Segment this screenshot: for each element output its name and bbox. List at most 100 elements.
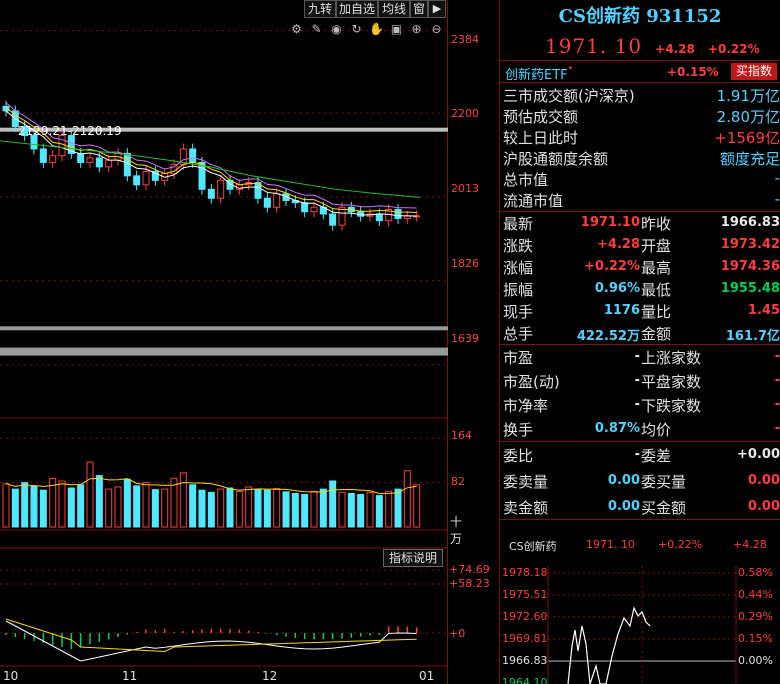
intraday-mini-chart[interactable] — [500, 556, 780, 684]
summary-row: 三市成交额(沪深京) 1.91万亿 — [503, 85, 780, 106]
quote-value: 422.52万 — [576, 329, 640, 344]
indicator-help-button[interactable]: 指标说明 — [383, 549, 443, 567]
quote-row: 涨幅 +0.22% 最高 1974.36 — [503, 257, 780, 279]
mini-left-tick: 1978.18 — [502, 566, 548, 579]
mini-right-tick: 0.44% — [738, 588, 773, 601]
candle-body — [310, 206, 318, 213]
divider — [500, 82, 780, 83]
ma60-line — [0, 140, 421, 198]
orders-label: 委卖量 — [503, 473, 549, 491]
candle-body — [217, 179, 225, 199]
etf-change: +0.15% — [667, 65, 719, 79]
gear-icon[interactable]: ⚙ — [291, 22, 302, 36]
etf-link[interactable]: 创新药ETF• — [505, 64, 573, 83]
hand-icon[interactable]: ✋ — [369, 22, 384, 36]
indicator-tick: +74.69 — [449, 563, 490, 576]
price-tick: 1826 — [451, 257, 479, 270]
volume-bar — [95, 475, 103, 528]
summary-label: 三市成交额(沪深京) — [503, 87, 635, 105]
volume-unit: 十万 — [450, 515, 463, 546]
orders-row: 卖金额 0.00 买金额 0.00 — [503, 497, 780, 519]
volume-bar — [114, 486, 122, 528]
candle-body — [105, 159, 113, 168]
security-title: CS创新药 931152 — [558, 6, 722, 27]
quote-label: 涨跌 — [503, 237, 534, 255]
window-button[interactable]: 窗 — [410, 0, 428, 18]
mini-left-tick: 1964.10 — [502, 676, 548, 684]
quote-label: 开盘 — [641, 237, 672, 255]
volume-bar — [2, 483, 10, 528]
nine-turn-button[interactable]: 九转 — [304, 0, 336, 18]
summary-value: +1569亿 — [714, 129, 780, 147]
last-price: 1971. 10 — [545, 34, 643, 58]
volume-bar — [385, 490, 393, 528]
buy-index-button[interactable]: 买指数 — [731, 63, 777, 80]
mini-change: +4.28 — [733, 538, 767, 551]
price-tick: 2200 — [451, 107, 479, 120]
volume-bar — [310, 490, 318, 528]
mini-pct: +0.22% — [658, 538, 703, 551]
candle-body — [133, 175, 141, 186]
volume-bar — [263, 489, 271, 528]
save-icon[interactable]: ▣ — [390, 22, 403, 36]
valuation-value: - — [634, 349, 640, 364]
kline-chart[interactable] — [0, 0, 448, 684]
zoom-out-icon[interactable]: ⊖ — [431, 22, 442, 36]
volume-bar — [105, 488, 113, 528]
summary-value: 1.91万亿 — [716, 87, 780, 105]
mini-price: 1971. 10 — [586, 538, 635, 551]
summary-row: 较上日此时 +1569亿 — [503, 127, 780, 148]
orders-row: 委卖量 0.00 委买量 0.00 — [503, 471, 780, 493]
orders-label: 委比 — [503, 447, 534, 465]
candle-body — [86, 157, 94, 163]
price-tick: 2013 — [451, 182, 479, 195]
mini-left-tick: 1972.60 — [502, 610, 548, 623]
volume-bar — [301, 494, 309, 528]
eye-icon[interactable]: ◉ — [331, 22, 342, 36]
valuation-value: - — [774, 397, 780, 412]
summary-row: 流通市值 - — [503, 190, 780, 211]
time-tick: 01 — [419, 669, 435, 683]
valuation-label: 市净率 — [503, 397, 549, 415]
etf-label[interactable]: 创新药ETF — [505, 68, 568, 83]
quote-row: 总手 422.52万 金额 161.7亿 — [503, 323, 780, 345]
summary-label: 流通市值 — [503, 192, 564, 210]
orders-value: 0.00 — [607, 473, 640, 488]
quote-value: 1955.48 — [720, 281, 780, 296]
valuation-label: 市盈(动) — [503, 373, 560, 391]
price-change-pct: +0.22% — [707, 42, 760, 56]
volume-bar — [123, 478, 131, 528]
zoom-in-icon[interactable]: ⊕ — [411, 22, 422, 36]
mini-name: CS创新药 — [509, 540, 557, 553]
volume-bar — [347, 492, 355, 528]
candle-body — [263, 197, 271, 208]
volume-bar — [207, 491, 215, 528]
summary-value: - — [774, 169, 780, 187]
time-tick: 11 — [122, 669, 138, 683]
quote-row: 现手 1176 量比 1.45 — [503, 301, 780, 323]
candle-body — [329, 213, 337, 226]
more-arrow-icon[interactable]: ▶ — [428, 0, 446, 18]
volume-bar — [366, 491, 374, 528]
volume-bar — [394, 488, 402, 528]
valuation-label: 市盈 — [503, 349, 534, 367]
quote-label: 涨幅 — [503, 259, 534, 277]
level-band — [0, 127, 448, 132]
volume-bar — [403, 470, 411, 528]
candle-body — [198, 161, 206, 190]
pen-icon[interactable]: ✎ — [311, 22, 322, 36]
refresh-icon[interactable]: ↻ — [351, 22, 362, 36]
axis-column — [448, 0, 500, 684]
orders-value: 0.00 — [747, 499, 780, 514]
quote-row: 振幅 0.96% 最低 1955.48 — [503, 279, 780, 301]
price-tick: 1639 — [451, 332, 479, 345]
volume-bar — [39, 489, 47, 528]
orders-label: 卖金额 — [503, 499, 549, 517]
chart-pane[interactable]: 九转 加自选 均线 窗 ▶ ⚙ ✎ ◉ ↻ ✋ ▣ ⊕ ⊖ 2384 2200 … — [0, 0, 490, 684]
summary-label: 预估成交额 — [503, 108, 579, 126]
add-watchlist-button[interactable]: 加自选 — [336, 0, 378, 18]
moving-average-button[interactable]: 均线 — [378, 0, 410, 18]
candle-body — [207, 188, 215, 199]
quote-value: 161.7亿 — [725, 329, 780, 344]
quote-label: 最低 — [641, 281, 672, 299]
